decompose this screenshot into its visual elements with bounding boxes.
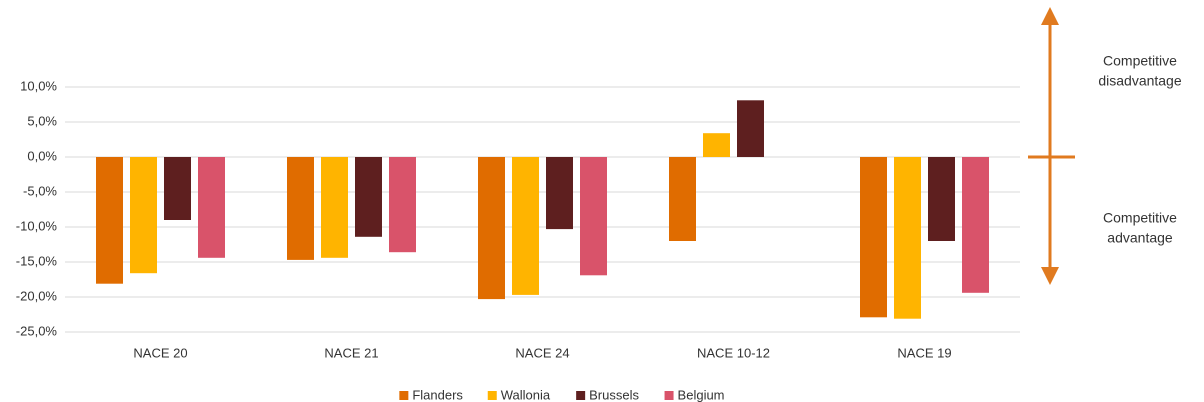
- bar: [546, 157, 573, 230]
- bar: [96, 157, 123, 284]
- bar: [928, 157, 955, 241]
- y-tick-label: 10,0%: [20, 78, 57, 93]
- bar: [198, 157, 225, 258]
- x-tick-label: NACE 20: [133, 345, 187, 360]
- bar: [321, 157, 348, 258]
- y-tick-label: -25,0%: [16, 323, 58, 338]
- bar: [389, 157, 416, 253]
- annotation-arrow: [1028, 7, 1075, 285]
- annotation: Competitive: [1103, 53, 1177, 69]
- bar: [669, 157, 696, 241]
- bar: [703, 133, 730, 157]
- y-tick-label: -15,0%: [16, 253, 58, 268]
- legend-marker: [576, 391, 586, 400]
- bar: [512, 157, 539, 295]
- legend-marker: [487, 391, 497, 400]
- bar: [130, 157, 157, 274]
- bar: [478, 157, 505, 300]
- bar: [164, 157, 191, 220]
- bar: [355, 157, 382, 237]
- y-tick-label: -10,0%: [16, 218, 58, 233]
- annotation: advantage: [1107, 230, 1173, 246]
- annotation: Competitive: [1103, 210, 1177, 226]
- legend-label: Flanders: [412, 387, 463, 402]
- y-tick-label: 0,0%: [27, 148, 57, 163]
- x-tick-label: NACE 21: [324, 345, 378, 360]
- x-tick-label: NACE 19: [897, 345, 951, 360]
- bar: [894, 157, 921, 319]
- x-tick-label: NACE 24: [515, 345, 569, 360]
- y-tick-label: 5,0%: [27, 113, 57, 128]
- bar: [737, 100, 764, 157]
- legend-marker: [399, 391, 409, 400]
- bar: [287, 157, 314, 260]
- bar: [580, 157, 607, 276]
- x-tick-label: NACE 10-12: [697, 345, 770, 360]
- legend-marker: [664, 391, 674, 400]
- legend-label: Wallonia: [501, 387, 551, 402]
- bar: [962, 157, 989, 293]
- annotation: disadvantage: [1098, 73, 1182, 89]
- y-tick-label: -5,0%: [23, 183, 57, 198]
- bar: [860, 157, 887, 318]
- legend-label: Belgium: [678, 387, 725, 402]
- y-tick-label: -20,0%: [16, 288, 58, 303]
- legend-label: Brussels: [589, 387, 639, 402]
